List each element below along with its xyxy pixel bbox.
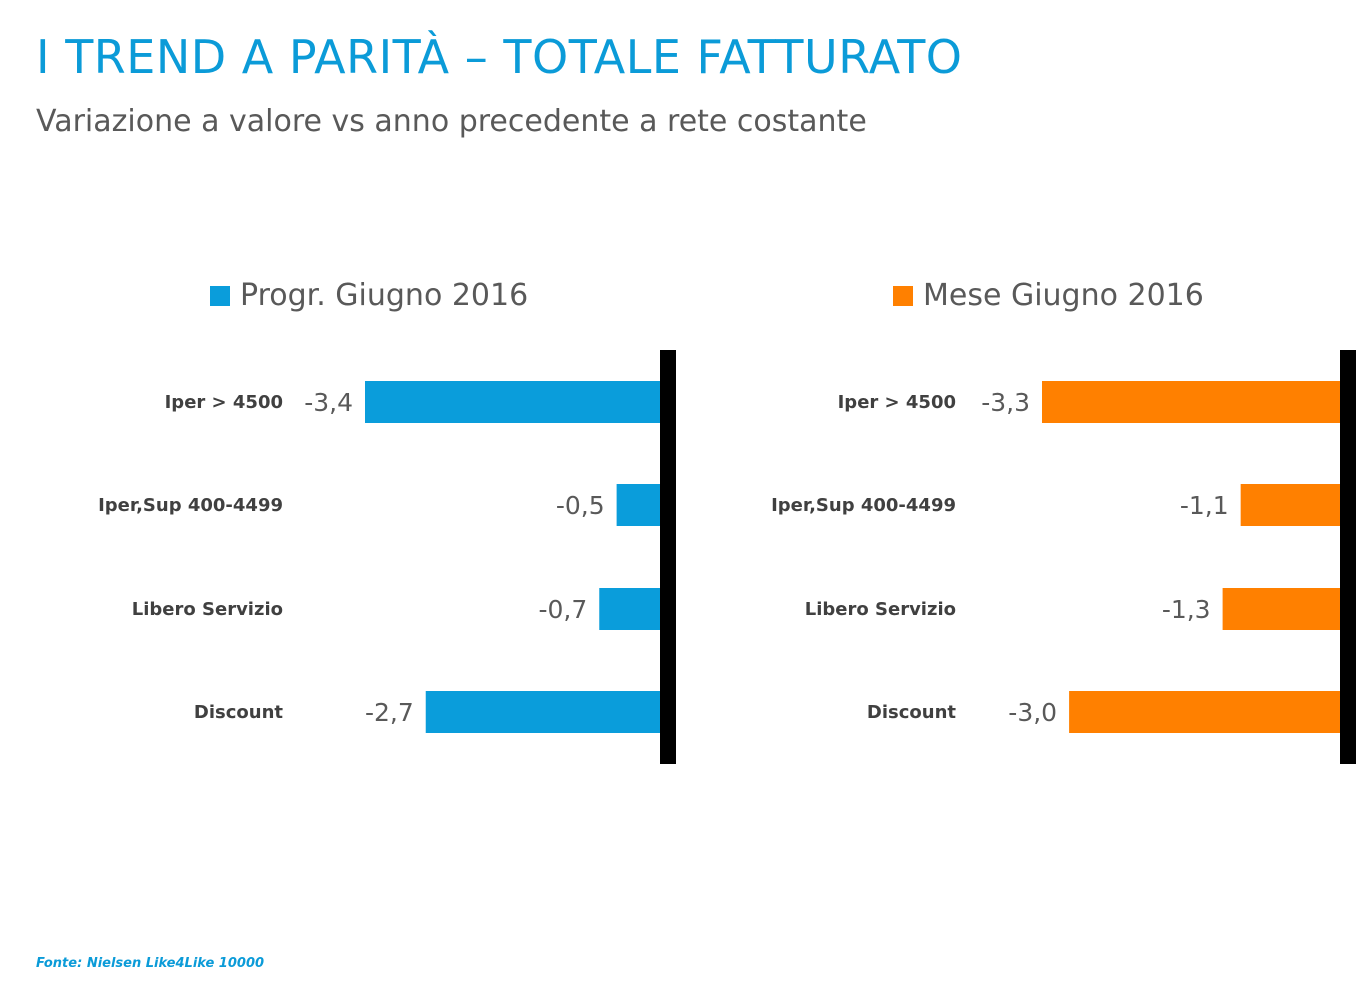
- zero-axis-right: [1340, 350, 1356, 764]
- value-label-right-0: -3,3: [981, 388, 1030, 417]
- category-label-left-2: Libero Servizio: [132, 599, 283, 620]
- page-subtitle: Variazione a valore vs anno precedente a…: [36, 104, 867, 139]
- legend-right: Mese Giugno 2016: [893, 278, 1204, 313]
- bar-right-3: [1069, 691, 1340, 733]
- bar-right-1: [1240, 484, 1340, 526]
- source-note: Fonte: Nielsen Like4Like 10000: [36, 956, 265, 971]
- category-label-left-3: Discount: [194, 702, 283, 723]
- legend-right-swatch: [893, 285, 913, 306]
- page-title: I TREND A PARITÀ – TOTALE FATTURATO: [36, 30, 963, 84]
- bar-left-0: [365, 381, 660, 423]
- bar-right-2: [1222, 588, 1340, 630]
- category-label-left-1: Iper,Sup 400-4499: [98, 495, 283, 516]
- value-label-right-2: -1,3: [1162, 595, 1211, 624]
- value-label-left-3: -2,7: [365, 698, 414, 727]
- category-label-left-0: Iper > 4500: [165, 392, 283, 413]
- legend-left-swatch: [210, 285, 230, 306]
- bar-right-0: [1042, 381, 1340, 423]
- legend-left: Progr. Giugno 2016: [210, 278, 528, 313]
- value-label-left-0: -3,4: [304, 388, 353, 417]
- category-label-right-0: Iper > 4500: [838, 392, 956, 413]
- bar-left-3: [425, 691, 660, 733]
- category-label-right-3: Discount: [867, 702, 956, 723]
- value-label-right-3: -3,0: [1008, 698, 1057, 727]
- value-label-left-2: -0,7: [538, 595, 587, 624]
- bar-left-2: [599, 588, 660, 630]
- category-label-right-2: Libero Servizio: [805, 599, 956, 620]
- value-label-right-1: -1,1: [1180, 491, 1229, 520]
- legend-left-label: Progr. Giugno 2016: [240, 278, 529, 313]
- value-label-left-1: -0,5: [556, 491, 605, 520]
- category-label-right-1: Iper,Sup 400-4499: [771, 495, 956, 516]
- zero-axis-left: [660, 350, 676, 764]
- bar-left-1: [616, 484, 660, 526]
- legend-right-label: Mese Giugno 2016: [923, 278, 1204, 313]
